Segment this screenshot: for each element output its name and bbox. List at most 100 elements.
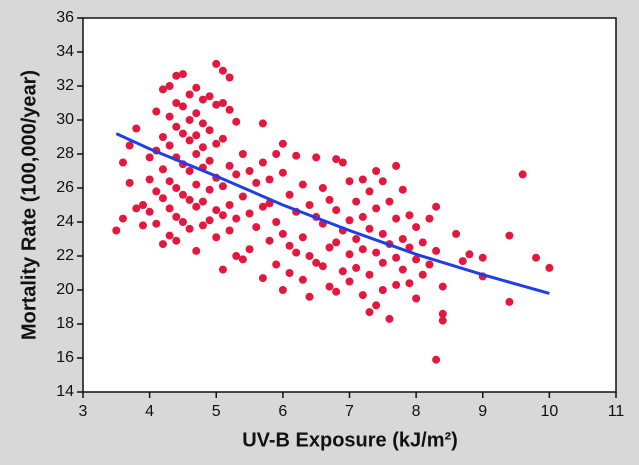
point	[152, 219, 161, 228]
point	[352, 235, 361, 243]
point	[278, 168, 287, 177]
point	[225, 201, 234, 209]
point	[158, 85, 167, 94]
point	[365, 270, 374, 279]
point	[178, 102, 187, 111]
point	[158, 133, 167, 141]
point	[312, 258, 321, 267]
point	[358, 212, 367, 221]
x-tick-label: 3	[79, 403, 88, 420]
point	[238, 192, 247, 201]
point	[332, 287, 341, 296]
point	[278, 229, 287, 238]
point	[358, 291, 367, 300]
point	[378, 177, 387, 186]
point	[272, 150, 281, 158]
point	[392, 253, 401, 262]
point	[185, 224, 194, 233]
point	[372, 204, 381, 213]
point	[478, 253, 487, 262]
point	[452, 229, 461, 238]
point	[298, 275, 307, 284]
point	[332, 238, 341, 247]
point	[412, 255, 421, 264]
point	[172, 99, 181, 107]
point	[218, 265, 227, 274]
point	[392, 214, 401, 223]
point	[225, 226, 234, 235]
point	[285, 241, 294, 250]
point	[212, 59, 221, 68]
point	[372, 301, 381, 310]
point	[398, 185, 407, 194]
point	[418, 238, 427, 247]
point	[225, 105, 234, 114]
point	[212, 100, 221, 109]
point	[332, 155, 341, 164]
point	[285, 190, 294, 199]
point	[198, 143, 207, 152]
point	[265, 175, 274, 184]
y-tick-label: 14	[56, 383, 74, 400]
point	[518, 170, 527, 179]
point	[438, 316, 447, 325]
point	[145, 175, 154, 184]
point	[205, 156, 214, 165]
point	[278, 139, 287, 148]
point	[438, 309, 447, 318]
point	[258, 158, 267, 167]
point	[185, 90, 194, 99]
point	[172, 236, 181, 245]
x-tick-label: 5	[212, 403, 221, 420]
point	[318, 184, 327, 192]
y-tick-label: 18	[56, 315, 74, 332]
point	[345, 250, 354, 259]
y-tick-label: 24	[56, 213, 74, 230]
x-tick-label: 8	[412, 403, 421, 420]
point	[245, 167, 254, 175]
point	[138, 201, 147, 209]
point	[205, 216, 214, 225]
point	[178, 218, 187, 226]
point	[505, 231, 514, 240]
point	[398, 235, 407, 243]
point	[318, 262, 327, 271]
point	[372, 167, 381, 175]
y-tick-label: 28	[56, 145, 74, 162]
point	[118, 214, 127, 223]
point	[252, 178, 261, 187]
point	[138, 221, 147, 230]
point	[232, 170, 241, 179]
point	[158, 194, 167, 203]
point	[292, 151, 301, 160]
point	[405, 211, 414, 220]
point	[165, 141, 174, 150]
y-tick-label: 30	[56, 111, 74, 128]
point	[298, 233, 307, 242]
point	[165, 204, 174, 213]
point	[165, 231, 174, 240]
x-axis-title: UV-B Exposure (kJ/m²)	[242, 429, 458, 451]
point	[305, 252, 314, 260]
point	[352, 263, 361, 272]
point	[272, 260, 281, 269]
x-tick-label: 10	[540, 403, 558, 420]
point	[438, 282, 447, 291]
point	[505, 297, 514, 306]
point	[405, 279, 414, 288]
point	[172, 212, 181, 221]
point	[158, 165, 167, 174]
point	[125, 141, 134, 150]
point	[245, 245, 254, 254]
point	[325, 195, 334, 204]
point	[165, 177, 174, 186]
point	[325, 282, 334, 291]
point	[165, 112, 174, 121]
point	[258, 202, 267, 211]
point	[252, 223, 261, 232]
point	[132, 204, 141, 213]
point	[432, 202, 441, 211]
point	[338, 267, 347, 276]
point	[198, 197, 207, 206]
point	[265, 236, 274, 245]
